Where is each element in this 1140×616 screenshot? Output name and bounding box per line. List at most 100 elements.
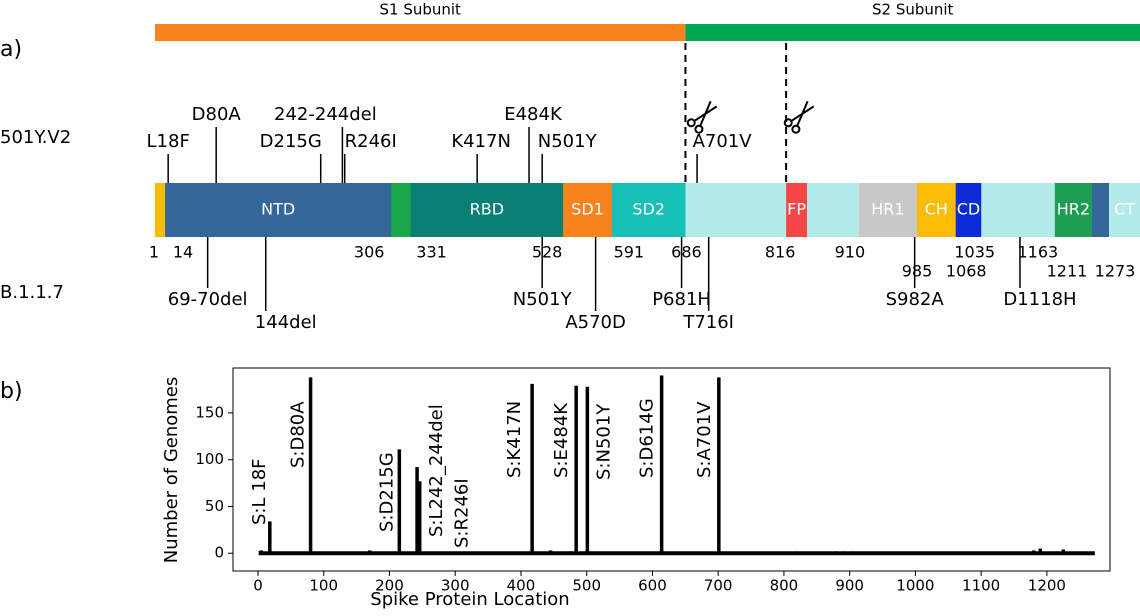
domain-label: SD1 bbox=[571, 200, 604, 219]
domain bbox=[165, 183, 392, 237]
x-tick-label: 1100 bbox=[962, 577, 1000, 595]
domain-label: HR2 bbox=[1057, 200, 1090, 219]
mutation-label: A701V bbox=[693, 131, 753, 152]
domain-label: HR1 bbox=[871, 200, 904, 219]
residue-label: 816 bbox=[765, 243, 796, 262]
x-axis-label: Spike Protein Location bbox=[370, 589, 569, 610]
y-tick-label: 50 bbox=[205, 497, 224, 515]
annotation: S:D80A bbox=[288, 401, 309, 468]
subunit-label: S1 Subunit bbox=[379, 1, 461, 19]
residue-label: 14 bbox=[173, 243, 193, 262]
residue-label: 1 bbox=[149, 243, 159, 262]
residue-label: 1035 bbox=[954, 243, 995, 262]
domain bbox=[955, 183, 982, 237]
domain-label: CT bbox=[1114, 200, 1135, 219]
annotation: S:A701V bbox=[694, 401, 715, 478]
x-tick-label: 700 bbox=[704, 577, 733, 595]
domain-label: SD2 bbox=[632, 200, 665, 219]
variant-name: B.1.1.7 bbox=[0, 282, 64, 303]
annotation: S:N501Y bbox=[593, 403, 614, 480]
domain bbox=[1091, 183, 1110, 237]
mutation-label: A570D bbox=[565, 312, 626, 333]
residue-label: 306 bbox=[354, 243, 385, 262]
mutation-label: P681H bbox=[652, 289, 711, 310]
x-tick-label: 900 bbox=[835, 577, 864, 595]
domain bbox=[807, 183, 860, 237]
domain bbox=[155, 183, 166, 237]
mutation-label: 242-244del bbox=[274, 104, 377, 125]
variant-name: 501Y.V2 bbox=[0, 127, 71, 148]
annotation: S:E484K bbox=[551, 402, 572, 478]
domain-label: CD bbox=[957, 200, 981, 219]
subunit-label: S2 Subunit bbox=[872, 1, 954, 19]
mutation-label: N501Y bbox=[538, 131, 598, 152]
mutation-label: R246I bbox=[345, 131, 397, 152]
y-tick-label: 100 bbox=[195, 450, 224, 468]
domain bbox=[1109, 183, 1140, 237]
y-tick-label: 150 bbox=[195, 403, 224, 421]
residue-label: 985 bbox=[902, 262, 933, 281]
residue-label: 1273 bbox=[1095, 262, 1136, 281]
residue-label: 528 bbox=[532, 243, 563, 262]
mutation-label: N501Y bbox=[513, 289, 573, 310]
domain bbox=[410, 183, 564, 237]
domain-label: NTD bbox=[261, 200, 295, 219]
annotation: S:D614G bbox=[637, 398, 658, 478]
domain bbox=[786, 183, 808, 237]
plot-frame bbox=[232, 367, 1111, 572]
scissors bbox=[783, 100, 815, 134]
panel-label: a) bbox=[0, 37, 22, 62]
scissors bbox=[686, 100, 718, 134]
x-tick-label: 100 bbox=[309, 577, 338, 595]
domain bbox=[685, 183, 787, 237]
domain-label: RBD bbox=[470, 200, 504, 219]
x-tick-label: 800 bbox=[770, 577, 799, 595]
panel-label: b) bbox=[0, 379, 23, 404]
y-tick-label: 0 bbox=[214, 544, 224, 562]
mutation-label: L18F bbox=[147, 131, 190, 152]
subunit-bar bbox=[685, 24, 1140, 41]
residue-label: 1068 bbox=[946, 262, 987, 281]
domain-label: CH bbox=[925, 200, 948, 219]
x-tick-label: 1000 bbox=[896, 577, 934, 595]
y-axis-label: Number of Genomes bbox=[161, 377, 182, 564]
residue-label: 331 bbox=[416, 243, 447, 262]
residue-label: 1211 bbox=[1047, 262, 1088, 281]
domain bbox=[916, 183, 957, 237]
mutation-label: K417N bbox=[451, 131, 511, 152]
x-tick-label: 400 bbox=[507, 577, 536, 595]
x-tick-label: 600 bbox=[638, 577, 667, 595]
residue-label: 686 bbox=[671, 243, 702, 262]
domain bbox=[858, 183, 918, 237]
mutation-label: D215G bbox=[260, 131, 322, 152]
mutation-label: 69-70del bbox=[168, 289, 248, 310]
domain bbox=[981, 183, 1056, 237]
domain bbox=[611, 183, 686, 237]
domain bbox=[1054, 183, 1093, 237]
x-tick-label: 500 bbox=[572, 577, 601, 595]
residue-label: 910 bbox=[835, 243, 866, 262]
residue-label: 591 bbox=[614, 243, 645, 262]
subunit-bar bbox=[155, 24, 686, 41]
domain bbox=[563, 183, 613, 237]
x-tick-label: 0 bbox=[253, 577, 263, 595]
mutation-label: D1118H bbox=[1003, 289, 1076, 310]
annotation: S:L 18F bbox=[249, 459, 270, 526]
x-tick-label: 200 bbox=[375, 577, 404, 595]
mutation-label: T716I bbox=[682, 312, 734, 333]
annotation: S:R246I bbox=[452, 478, 473, 548]
mutation-label: S982A bbox=[886, 289, 945, 310]
mutation-label: 144del bbox=[255, 312, 317, 333]
domain bbox=[391, 183, 412, 237]
annotation: S:K417N bbox=[504, 401, 525, 478]
annotation: S:L242_244del bbox=[426, 404, 447, 537]
residue-label: 1163 bbox=[1017, 243, 1058, 262]
annotation: S:D215G bbox=[376, 452, 397, 532]
mutation-label: E484K bbox=[504, 104, 563, 125]
domain-label: FP bbox=[787, 200, 806, 219]
x-tick-label: 1200 bbox=[1028, 577, 1066, 595]
x-tick-label: 300 bbox=[441, 577, 470, 595]
mutation-label: D80A bbox=[192, 104, 242, 125]
